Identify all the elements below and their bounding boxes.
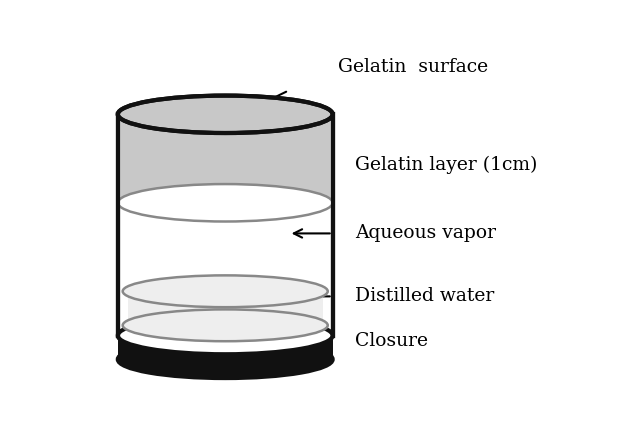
Ellipse shape <box>118 317 333 354</box>
Bar <box>118 335 333 359</box>
Ellipse shape <box>118 184 333 221</box>
Bar <box>118 114 333 203</box>
Ellipse shape <box>118 341 333 378</box>
Ellipse shape <box>123 275 328 307</box>
Ellipse shape <box>123 309 328 341</box>
Text: Gelatin layer (1cm): Gelatin layer (1cm) <box>355 156 537 175</box>
Text: Distilled water: Distilled water <box>355 287 494 305</box>
Ellipse shape <box>118 95 333 133</box>
Text: Aqueous vapor: Aqueous vapor <box>355 225 496 242</box>
Text: Closure: Closure <box>355 332 428 350</box>
Bar <box>127 291 323 325</box>
Text: Gelatin  surface: Gelatin surface <box>338 57 488 76</box>
